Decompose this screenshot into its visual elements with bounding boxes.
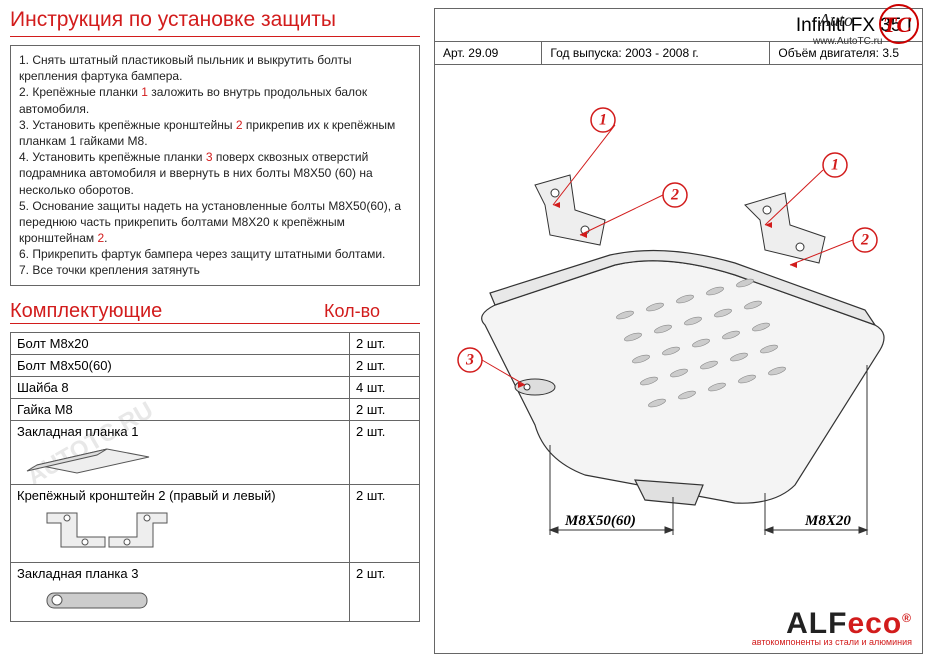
brand-alf: ALF: [786, 607, 847, 640]
qty-heading: Кол-во: [324, 301, 420, 322]
instruction-line: 6. Прикрепить фартук бампера через защит…: [19, 246, 411, 262]
diagram: 1 2 1 2 3 M8X50(60) M8X20: [435, 65, 922, 585]
svg-text:TC: TC: [883, 12, 911, 37]
brand-logo: ALFeco® автокомпоненты из стали и алюмин…: [752, 607, 912, 647]
component-qty: 4 шт.: [350, 376, 420, 398]
component-qty: 2 шт.: [350, 354, 420, 376]
table-row: Закладная планка 3 2 шт.: [11, 562, 420, 621]
component-name: Крепёжный кронштейн 2 (правый и левый): [17, 488, 276, 503]
component-name: Шайба 8: [17, 380, 69, 395]
svg-text:M8X20: M8X20: [804, 513, 851, 529]
components-table: Болт М8х202 шт.Болт М8х50(60)2 шт.Шайба …: [10, 332, 420, 622]
svg-text:1: 1: [599, 112, 607, 129]
instruction-line: 5. Основание защиты надеть на установлен…: [19, 198, 411, 247]
year-label: Год выпуска:: [550, 46, 621, 60]
divider: [10, 323, 420, 324]
art-value: 29.09: [468, 46, 498, 60]
brand-eco: eco: [847, 607, 902, 640]
svg-text:2: 2: [860, 232, 869, 249]
component-qty: 2 шт.: [350, 562, 420, 621]
components-heading: Комплектующие: [10, 300, 162, 323]
brand-tagline: автокомпоненты из стали и алюминия: [752, 637, 912, 647]
component-qty: 2 шт.: [350, 398, 420, 420]
component-qty: 2 шт.: [350, 420, 420, 484]
svg-text:1: 1: [831, 157, 839, 174]
art-label: Арт.: [443, 46, 465, 60]
page-title: Инструкция по установке защиты: [10, 8, 420, 32]
component-name: Гайка М8: [17, 402, 73, 417]
table-row: Болт М8х20 2 шт.: [11, 332, 420, 354]
instructions-box: 1. Снять штатный пластиковый пыльник и в…: [10, 45, 420, 286]
component-qty: 2 шт.: [350, 484, 420, 562]
site-logo: Auto TC www.AutoTC.ru: [813, 4, 923, 51]
svg-text:www.AutoTC.ru: www.AutoTC.ru: [813, 36, 882, 46]
instruction-line: 3. Установить крепёжные кронштейны 2 при…: [19, 117, 411, 149]
instruction-line: 7. Все точки крепления затянуть: [19, 262, 411, 278]
svg-text:2: 2: [670, 187, 679, 204]
component-name: Закладная планка 1: [17, 424, 138, 439]
svg-text:3: 3: [465, 352, 474, 369]
instruction-line: 2. Крепёжные планки 1 заложить во внутрь…: [19, 84, 411, 116]
svg-text:Auto: Auto: [818, 10, 853, 30]
table-row: Закладная планка 1 2 шт.: [11, 420, 420, 484]
svg-text:M8X50(60): M8X50(60): [564, 513, 636, 529]
component-qty: 2 шт.: [350, 332, 420, 354]
year-value: 2003 - 2008 г.: [625, 46, 699, 60]
instruction-line: 1. Снять штатный пластиковый пыльник и в…: [19, 52, 411, 84]
component-name: Болт М8х20: [17, 336, 89, 351]
component-name: Болт М8х50(60): [17, 358, 112, 373]
table-row: Шайба 8 4 шт.: [11, 376, 420, 398]
instruction-line: 4. Установить крепёжные планки 3 поверх …: [19, 149, 411, 198]
table-row: Крепёжный кронштейн 2 (правый и левый) 2 …: [11, 484, 420, 562]
table-row: Гайка М8 2 шт.: [11, 398, 420, 420]
table-row: Болт М8х50(60) 2 шт.: [11, 354, 420, 376]
component-name: Закладная планка 3: [17, 566, 138, 581]
divider: [10, 36, 420, 37]
